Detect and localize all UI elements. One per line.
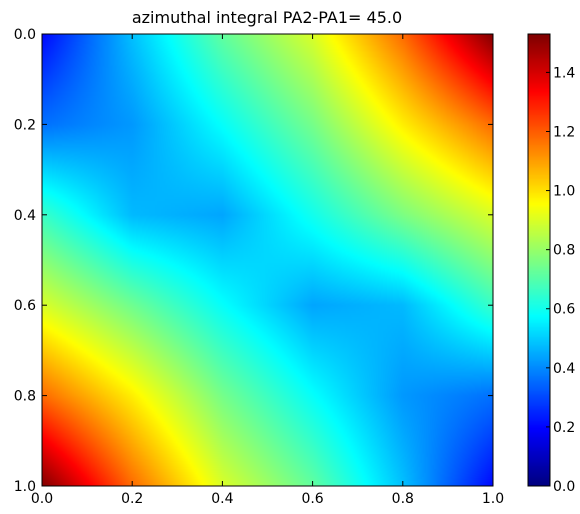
y-tick-label: 0.0 [14,27,36,43]
colorbar-tick-label: 0.8 [553,243,575,259]
y-tick-label: 1.0 [14,479,36,495]
colorbar: 0.0 0.2 0.4 0.6 0.8 1.0 1.2 1.4 [527,33,575,495]
colorbar-tick-label: 0.0 [553,479,575,495]
x-tick-label: 0.2 [121,491,143,507]
colorbar-frame [527,33,551,487]
x-tick-label: 0.8 [392,491,414,507]
x-tick-label: 0.0 [31,491,53,507]
y-tick-label: 0.4 [14,208,36,224]
colorbar-ticks: 0.0 0.2 0.4 0.6 0.8 1.0 1.2 1.4 [546,65,575,495]
x-axis-ticks: 0.0 0.2 0.4 0.6 0.8 1.0 [31,34,504,507]
chart-title: azimuthal integral PA2-PA1= 45.0 [132,8,402,27]
colorbar-tick-label: 0.2 [553,420,575,436]
y-tick-label: 0.2 [14,117,36,133]
colorbar-tick-label: 0.4 [553,361,575,377]
plot-frame [41,33,494,487]
x-tick-label: 1.0 [482,491,504,507]
x-tick-label: 0.6 [301,491,323,507]
colorbar-tick-label: 0.6 [553,302,575,318]
x-tick-label: 0.4 [211,491,233,507]
colorbar-tick-label: 1.0 [553,184,575,200]
y-tick-label: 0.6 [14,298,36,314]
y-tick-label: 0.8 [14,389,36,405]
y-axis-ticks: 0.0 0.2 0.4 0.6 0.8 1.0 [14,27,493,495]
colorbar-gradient [528,34,550,486]
heatmap-image [42,34,493,486]
colorbar-tick-label: 1.2 [553,124,575,140]
plot-area: 0.0 0.2 0.4 0.6 0.8 1.0 0.0 0.2 0.4 0.6 0.8 1.0 [14,27,504,507]
colorbar-tick-label: 1.4 [553,65,575,81]
